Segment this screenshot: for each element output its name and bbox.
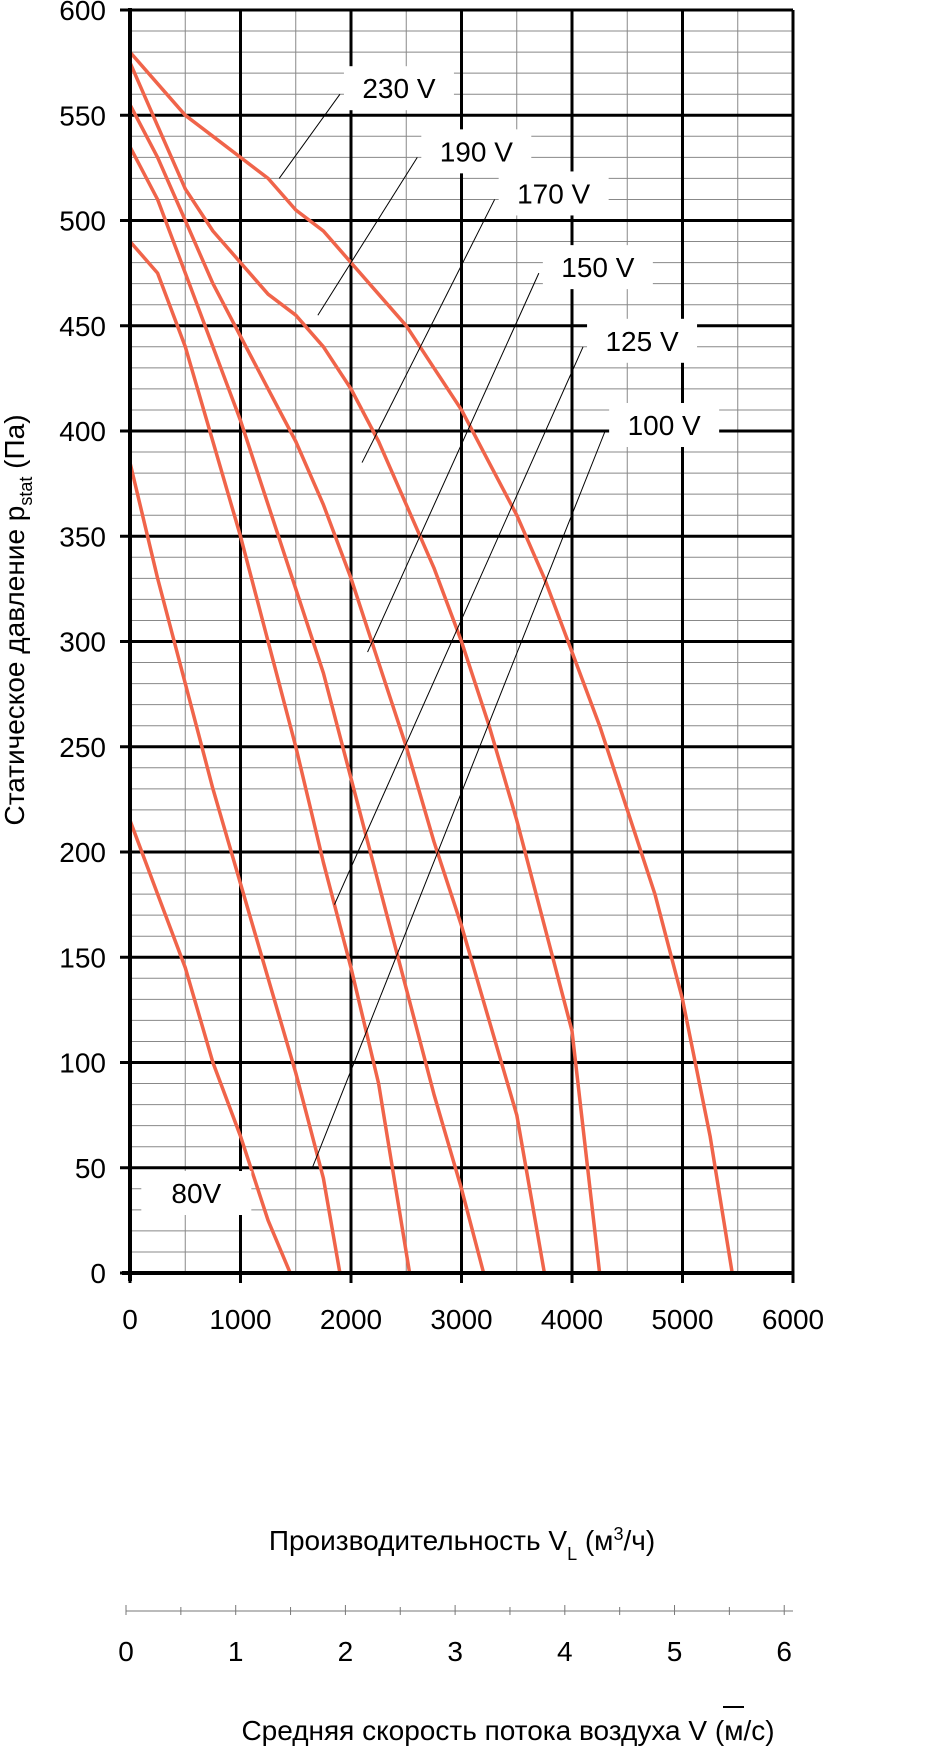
- curve-label-bg: [587, 318, 698, 363]
- curve-190v: [128, 61, 602, 1274]
- axes: [120, 8, 795, 1283]
- x-tick-label: 0: [122, 1304, 138, 1335]
- curve-label: 230 V: [362, 73, 435, 104]
- curve-label-bg: [421, 129, 532, 174]
- x-axis-title: Производительность VL (м3/ч): [269, 1524, 655, 1564]
- curve-170v: [128, 103, 547, 1274]
- y-tick-label: 0: [90, 1258, 106, 1289]
- x-tick-label: 1000: [209, 1304, 271, 1335]
- curve-label: 190 V: [440, 136, 513, 167]
- y-tick-label: 100: [59, 1048, 106, 1079]
- velocity-tick-label: 2: [338, 1636, 354, 1667]
- x-tick-label: 3000: [430, 1304, 492, 1335]
- y-tick-label: 150: [59, 942, 106, 973]
- y-tick-label: 500: [59, 206, 106, 237]
- curve-125v: [128, 240, 412, 1274]
- leader-line: [367, 272, 540, 653]
- x-tick-label: 4000: [541, 1304, 603, 1335]
- leader-line: [278, 93, 341, 179]
- y-tick-label: 450: [59, 311, 106, 342]
- velocity-tick-label: 6: [776, 1636, 792, 1667]
- curve-label: 150 V: [561, 252, 634, 283]
- velocity-tick-label: 1: [228, 1636, 244, 1667]
- curve-label-bg: [609, 403, 720, 447]
- y-tick-label: 300: [59, 627, 106, 658]
- velocity-tick-label: 3: [447, 1636, 463, 1667]
- x2-axis-title: Средняя скорость потока воздуха V (м/с): [241, 1715, 774, 1746]
- y-tick-label: 600: [59, 0, 106, 26]
- leader-line: [361, 199, 496, 463]
- fan-curves: [128, 50, 734, 1274]
- velocity-tick-label: 5: [667, 1636, 683, 1667]
- x-tick-label: 2000: [320, 1304, 382, 1335]
- curve-label-bg: [542, 245, 653, 290]
- y-tick-label: 50: [75, 1153, 106, 1184]
- leader-line: [317, 157, 418, 316]
- curve-label: 80V: [171, 1178, 221, 1209]
- y-tick-label: 200: [59, 837, 106, 868]
- velocity-tick-label: 4: [557, 1636, 573, 1667]
- curve-230v: [128, 50, 734, 1274]
- curve-label: 125 V: [605, 326, 678, 357]
- y-axis-title: Статическое давление pstat (Па): [0, 414, 36, 825]
- curve-label-bg: [343, 66, 454, 111]
- curve-80v: [128, 819, 292, 1274]
- curve-label: 170 V: [517, 178, 590, 209]
- curve-label-bg: [498, 171, 609, 216]
- curve-label-leaders: [278, 93, 606, 1168]
- leader-line: [311, 430, 606, 1168]
- velocity-tick-label: 0: [118, 1636, 134, 1667]
- leader-line: [333, 346, 584, 905]
- velocity-axis: 0 1 2 3 4 5 6: [118, 1605, 793, 1667]
- x-tick-label: 5000: [651, 1304, 713, 1335]
- y-tick-label: 350: [59, 521, 106, 552]
- y-tick-label: 400: [59, 416, 106, 447]
- curve-100v: [128, 462, 342, 1274]
- y-tick-label: 550: [59, 100, 106, 131]
- curve-label: 100 V: [628, 410, 701, 441]
- y-tick-label: 250: [59, 732, 106, 763]
- x-tick-label: 6000: [762, 1304, 824, 1335]
- curve-label-bg: [141, 1171, 252, 1216]
- curve-150v: [128, 145, 486, 1274]
